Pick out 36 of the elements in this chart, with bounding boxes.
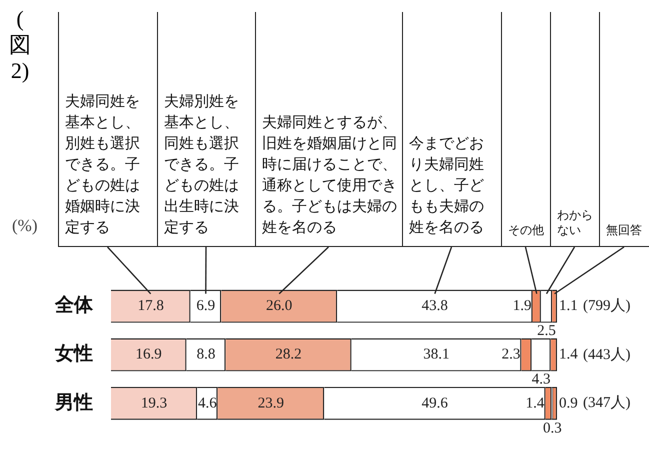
text: 夫婦別姓を基本とし、同姓も選択できる。子どもの姓は出生時に決定する xyxy=(164,91,240,238)
data-label: 2.3 xyxy=(502,346,520,363)
data-label: 8.8 xyxy=(196,346,216,363)
data-label: 49.6 xyxy=(422,395,448,412)
text: 夫婦同姓を基本とし、別姓も選択できる。子どもの姓は婚姻時に決定する xyxy=(65,91,141,238)
data-label: 16.9 xyxy=(136,346,162,363)
text: (347人) xyxy=(583,394,630,414)
data-label: 26.0 xyxy=(266,298,292,314)
text: わからない xyxy=(557,208,594,238)
data-label: 1.1 xyxy=(559,298,578,314)
text: (%) xyxy=(12,216,38,236)
y-tick-label: 男性 xyxy=(54,391,93,414)
data-label: 1.9 xyxy=(512,298,532,314)
y-tick-label: 女性 xyxy=(54,342,93,365)
data-label: 0.9 xyxy=(559,395,578,412)
data-label: 2.5 xyxy=(537,323,556,340)
text: 今までどおり夫婦同姓とし、子どもも夫婦の姓を名のる xyxy=(409,133,485,238)
data-label: 28.2 xyxy=(275,346,302,363)
text: 夫婦同姓とするが、旧姓を婚姻届けと同時に届けることで、通称として使用できる。子どもは夫婦の姓を名のる xyxy=(262,112,397,238)
data-label: 17.8 xyxy=(138,298,164,314)
data-label: 1.4 xyxy=(526,395,545,412)
data-label: 6.9 xyxy=(196,298,216,314)
text: (443人) xyxy=(583,346,630,365)
data-label: 38.1 xyxy=(423,346,450,363)
data-label: 43.8 xyxy=(422,298,448,314)
data-label: 1.4 xyxy=(559,346,578,363)
text: 無回答 xyxy=(606,223,643,238)
chart-title: (図2) xyxy=(8,6,32,84)
data-label: 23.9 xyxy=(258,395,284,412)
data-label: 4.3 xyxy=(532,372,551,388)
data-label: 4.6 xyxy=(198,395,218,412)
text: (799人) xyxy=(583,297,630,316)
text: その他 xyxy=(508,223,545,238)
y-tick-label: 全体 xyxy=(54,294,94,316)
data-label: 0.3 xyxy=(542,420,562,436)
data-label: 19.3 xyxy=(140,395,168,412)
